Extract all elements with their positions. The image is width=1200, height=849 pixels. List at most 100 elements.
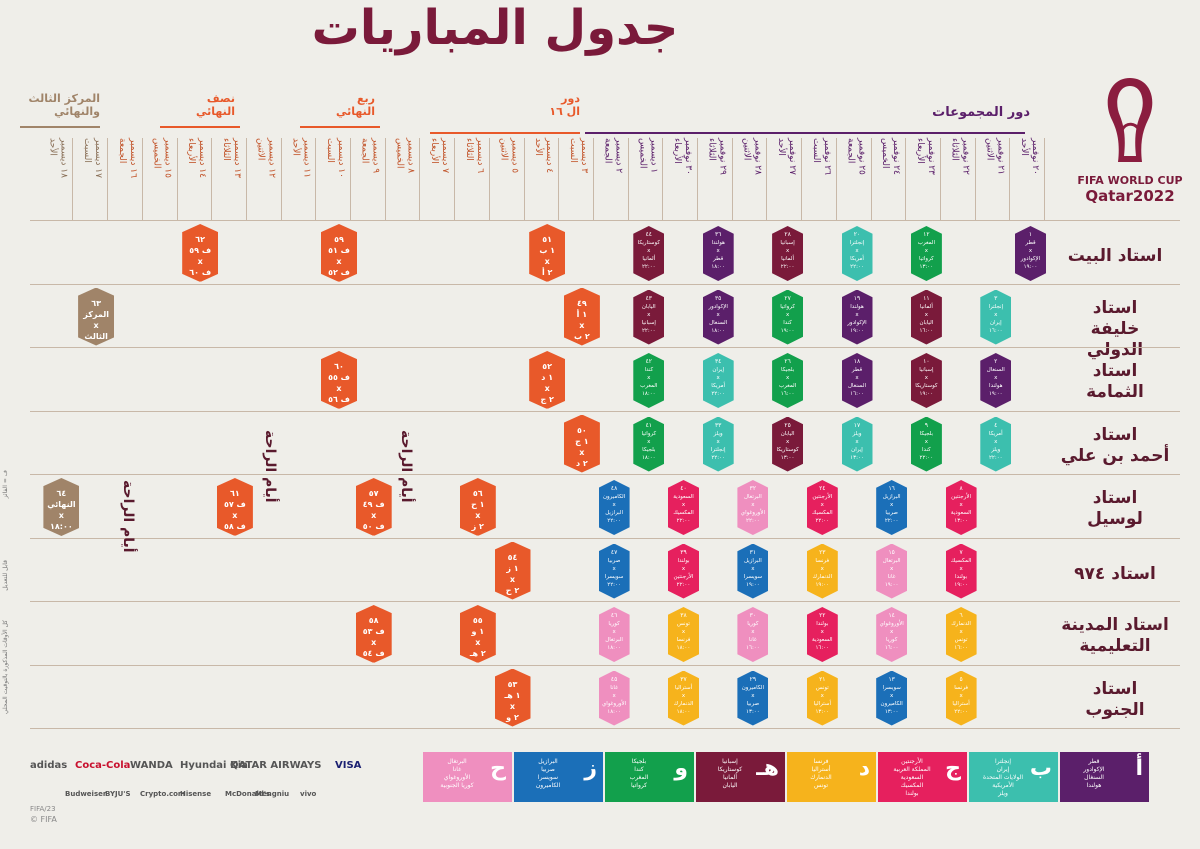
match-badge[interactable]: ٦٤ النهائي x ١٨:٠٠ [43, 478, 80, 536]
match-tm: ١٩:٠٠ [1023, 264, 1038, 270]
match-badge[interactable]: ٣٦ هولندا x قطر ١٨:٠٠ [702, 226, 734, 281]
match-badge[interactable]: ٢٨ إسبانيا x ألمانيا ٢٢:٠٠ [772, 226, 804, 281]
match-badge[interactable]: ٣٨ تونس x فرنسا ١٨:٠٠ [668, 607, 699, 662]
match-t2: ف ٥٠ [362, 522, 385, 531]
match-tm: ٢٢:٠٠ [535, 279, 559, 288]
match-badge[interactable]: ١٦ البرازيل x صربيا ٢٢:٠٠ [876, 480, 908, 535]
date-column-26: ١٦ ديسمبر الجمعة [116, 138, 138, 178]
match-badge[interactable]: ١٤ الأوروغواي x كوريا ١٦:٠٠ [876, 607, 908, 662]
date-column-2: ٢٢ نوفمبر الثلاثاء [949, 138, 971, 175]
match-bn: ٢٩ [749, 675, 757, 683]
date-column-24: ١٤ ديسمبر الأربعاء [186, 138, 208, 178]
match-badge[interactable]: ٥ فرنسا x أستراليا ٢٢:٠٠ [945, 670, 977, 726]
match-bn: ٥ [959, 675, 963, 683]
match-t1: قطر [1025, 240, 1036, 246]
tournament-logo: FIFA WORLD CUP Qatar2022 [1070, 70, 1190, 205]
match-badge[interactable]: ٢٩ الكاميرون x صربيا ١٣:٠٠ [737, 670, 769, 726]
match-x: x [579, 447, 585, 457]
match-badge[interactable]: ١٢ المغرب x كرواتيا ١٣:٠٠ [910, 226, 942, 281]
match-tm: ١٦:٠٠ [746, 645, 760, 651]
match-badge[interactable]: ٧ المكسيك x بولندا ١٩:٠٠ [945, 543, 977, 599]
match-badge[interactable]: ٣٩ بولندا x الأرجنتين ٢٢:٠٠ [668, 543, 699, 599]
match-t2: إيران [989, 319, 1002, 326]
match-badge[interactable]: ٤٧ صربيا x سويسرا ٢٢:٠٠ [598, 543, 630, 599]
match-badge[interactable]: ٤ أمريكا x ويلز ٢٢:٠٠ [980, 416, 1012, 472]
match-x: x [647, 311, 651, 318]
match-badge[interactable]: ٦١ ف ٥٧ x ف ٥٨ ٢٢:٠٠ [216, 478, 253, 536]
date-divider [176, 138, 178, 220]
group-teams: الأرجنتين المملكة العربية السعودية المكس… [893, 758, 931, 797]
match-badge[interactable]: ٢٠ إنجلترا x أمريكا ٢٢:٠٠ [841, 226, 873, 281]
match-badge[interactable]: ٢٦ بلجيكا x المغرب ١٦:٠٠ [772, 353, 804, 408]
match-badge[interactable]: ١ قطر x الإكوادور ١٩:٠٠ [1015, 226, 1046, 281]
match-badge[interactable]: ٢٧ كرواتيا x كندا ١٩:٠٠ [772, 289, 804, 345]
match-badge[interactable]: ٤٨ الكاميرون x البرازيل ٢٢:٠٠ [598, 480, 630, 535]
match-badge[interactable]: ١٣ سويسرا x الكاميرون ١٣:٠٠ [876, 670, 908, 726]
match-x: x [716, 375, 720, 381]
match-badge[interactable]: ١١ ألمانيا x اليابان ١٦:٠٠ [910, 289, 942, 345]
match-x: x [751, 692, 755, 699]
date-divider [627, 138, 629, 220]
match-badge[interactable]: ٣ إنجلترا x إيران ١٦:٠٠ [980, 289, 1012, 345]
match-badge[interactable]: ٥٧ ف ٤٩ x ف ٥٠ ٢٢:٠٠ [355, 478, 392, 536]
match-t1: ١ د [541, 373, 554, 382]
match-badge[interactable]: ٢٢ بولندا x السعودية ١٦:٠٠ [806, 607, 838, 662]
match-t1: سويسرا [882, 684, 901, 691]
match-badge[interactable]: ٣٢ البرتغال x الأوروغواي ٢٢:٠٠ [737, 480, 769, 535]
sponsor-logo: Budweiser [65, 790, 107, 798]
match-badge[interactable]: ٣١ البرازيل x سويسرا ١٩:٠٠ [737, 543, 769, 599]
match-x: x [994, 438, 998, 445]
match-badge[interactable]: ٦ الدنمارك x تونس ١٦:٠٠ [945, 607, 977, 662]
match-badge[interactable]: ٤٤ كوستاريكا x ألمانيا ٢٢:٠٠ [633, 226, 665, 281]
match-x: x [820, 565, 824, 572]
match-badge[interactable]: ٨ الأرجنتين x السعودية ١٣:٠٠ [945, 480, 977, 535]
match-t1: الدنمارك [951, 621, 971, 627]
match-badge[interactable]: ٢٣ فرنسا x الدنمارك ١٩:٠٠ [806, 543, 838, 599]
match-badge[interactable]: ٦٣ المركز x الثالث ١٨:٠٠ [78, 287, 115, 346]
match-tm: ٢٢:٠٠ [223, 533, 247, 542]
logo-line2: Qatar2022 [1085, 187, 1175, 205]
date-divider [766, 138, 768, 220]
match-badge[interactable]: ٩ بلجيكا x كندا ٢٢:٠٠ [910, 416, 942, 472]
match-x: x [336, 384, 342, 393]
match-badge[interactable]: ١٧ ويلز x إيران ١٣:٠٠ [841, 416, 873, 472]
match-badge[interactable]: ٢٥ اليابان x كوستاريكا ١٣:٠٠ [772, 416, 804, 472]
match-badge[interactable]: ١٥ البرتغال x غانا ١٩:٠٠ [876, 543, 908, 599]
match-badge[interactable]: ١٨ قطر x السنغال ١٦:٠٠ [841, 353, 873, 408]
match-badge[interactable]: ٤٢ كندا x المغرب ١٨:٠٠ [633, 353, 665, 408]
match-bn: ٥٠ [577, 425, 587, 435]
match-badge[interactable]: ٥٨ ف ٥٣ x ف ٥٤ ١٨:٠٠ [355, 605, 392, 663]
match-badge[interactable]: ٣٠ كوريا x غانا ١٦:٠٠ [737, 607, 769, 662]
match-badge[interactable]: ٢٤ الأرجنتين x المكسيك ٢٢:٠٠ [806, 480, 838, 535]
date-column-23: ١٣ ديسمبر الثلاثاء [220, 138, 242, 178]
match-badge[interactable]: ٤٠ السعودية x المكسيك ٢٢:٠٠ [668, 480, 699, 535]
match-t2: الدنمارك [673, 700, 694, 707]
match-badge[interactable]: ٣٣ ويلز x إنجلترا ٢٢:٠٠ [702, 416, 734, 472]
match-x: x [544, 257, 550, 266]
match-badge[interactable]: ١٩ هولندا x الإكوادور ١٩:٠٠ [841, 289, 873, 345]
match-badge[interactable]: ٤٣ اليابان x إسبانيا ٢٢:٠٠ [633, 289, 665, 345]
match-badge[interactable]: ٤٦ كوريا x البرتغال ١٨:٠٠ [598, 607, 630, 662]
match-x: x [994, 311, 998, 318]
match-badge[interactable]: ١٠ إسبانيا x كوستاريكا ١٩:٠٠ [910, 353, 942, 408]
match-badge[interactable]: ٢ السنغال x هولندا ١٩:٠٠ [980, 353, 1012, 408]
match-t1: كوستاريكا [637, 240, 660, 246]
match-badge[interactable]: ٥٣ ١ هـ x ٢ و ١٨:٠٠ [494, 668, 531, 727]
match-badge[interactable]: ٦٢ ف ٥٩ x ف ٦٠ ٢٢:٠٠ [182, 224, 219, 282]
match-badge[interactable]: ٣٥ الإكوادور x السنغال ١٨:٠٠ [702, 289, 734, 345]
match-badge[interactable]: ٣٧ أستراليا x الدنمارك ١٨:٠٠ [668, 670, 699, 726]
match-badge[interactable]: ٢١ تونس x أستراليا ١٣:٠٠ [806, 670, 838, 726]
match-badge[interactable]: ٥٩ ف ٥١ x ف ٥٢ ٢٢:٠٠ [321, 224, 357, 282]
match-t1: السنغال [986, 367, 1005, 373]
match-badge[interactable]: ٤١ كرواتيا x بلجيكا ١٨:٠٠ [633, 416, 665, 472]
match-badge[interactable]: ٦٠ ف ٥٥ x ف ٥٦ ١٨:٠٠ [321, 351, 357, 409]
match-badge[interactable]: ٣٤ إيران x أمريكا ٢٢:٠٠ [702, 353, 734, 408]
match-badge[interactable]: ٤٥ غانا x الأوروغواي ١٨:٠٠ [598, 670, 630, 726]
